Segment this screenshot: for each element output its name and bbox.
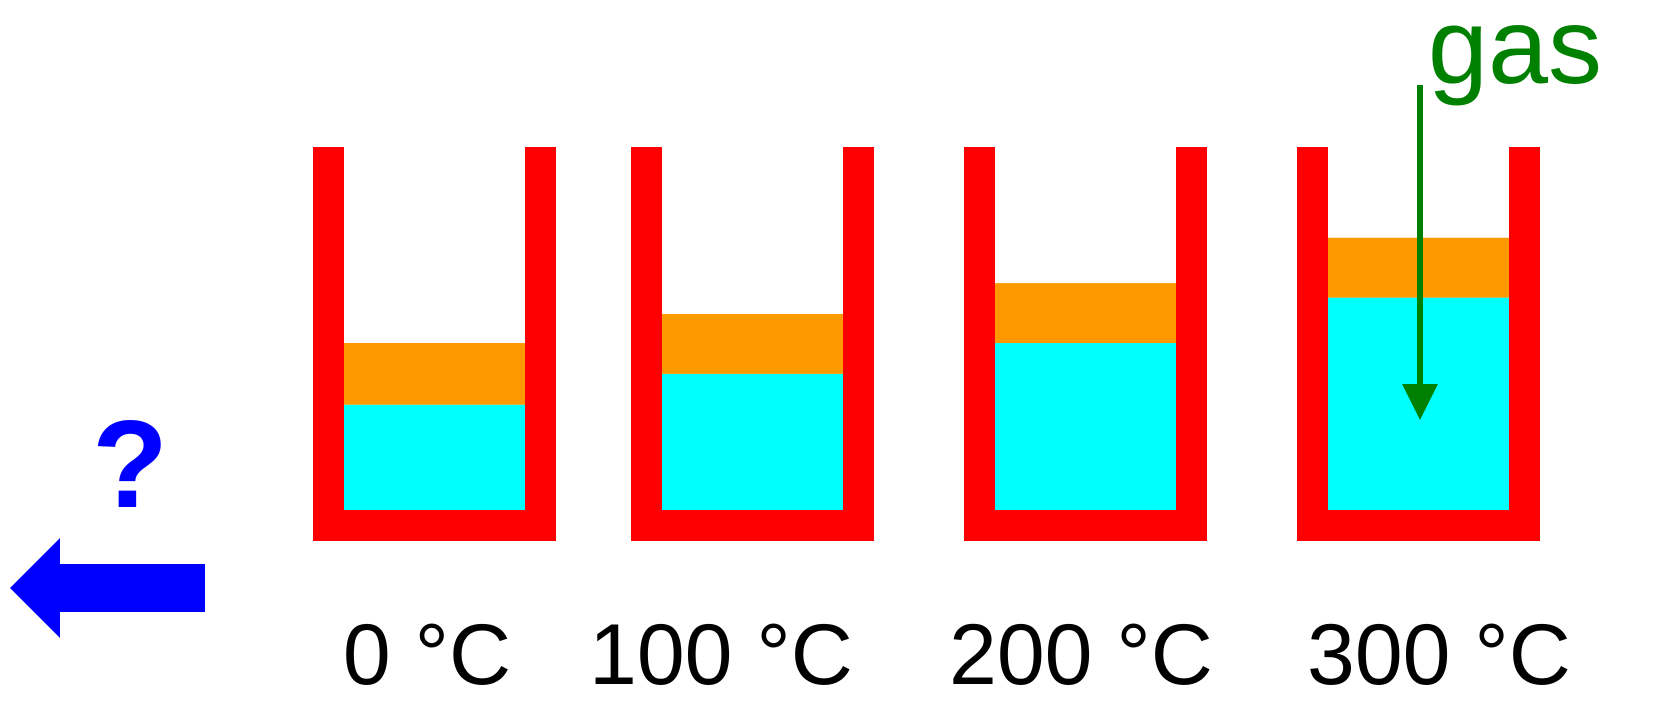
temperature-label-3: 300 °C (1307, 607, 1571, 703)
top-layer (344, 343, 525, 405)
top-layer (662, 313, 843, 374)
container-floor (631, 510, 874, 541)
container-2 (964, 147, 1207, 541)
containers (313, 147, 1540, 541)
bottom-layer (995, 343, 1176, 510)
container-1 (631, 147, 874, 541)
left-arrow-icon (10, 538, 205, 638)
temperature-label-1: 100 °C (589, 607, 853, 703)
bottom-layer (344, 404, 525, 510)
container-floor (1297, 510, 1540, 541)
container-0 (313, 147, 556, 541)
container-right-wall (525, 147, 556, 541)
container-right-wall (1509, 147, 1540, 541)
container-left-wall (964, 147, 995, 541)
container-left-wall (631, 147, 662, 541)
temperature-label-0: 0 °C (342, 607, 512, 703)
gas-label: gas (1427, 0, 1603, 106)
container-right-wall (1176, 147, 1207, 541)
container-right-wall (843, 147, 874, 541)
question-mark: ? (92, 396, 168, 534)
container-floor (313, 510, 556, 541)
arrows (10, 85, 1438, 638)
gas-arrow-head-icon (1402, 384, 1438, 420)
container-floor (964, 510, 1207, 541)
container-left-wall (1297, 147, 1328, 541)
bottom-layer (662, 373, 843, 510)
top-layer (995, 283, 1176, 344)
container-left-wall (313, 147, 344, 541)
temperature-label-2: 200 °C (949, 607, 1213, 703)
